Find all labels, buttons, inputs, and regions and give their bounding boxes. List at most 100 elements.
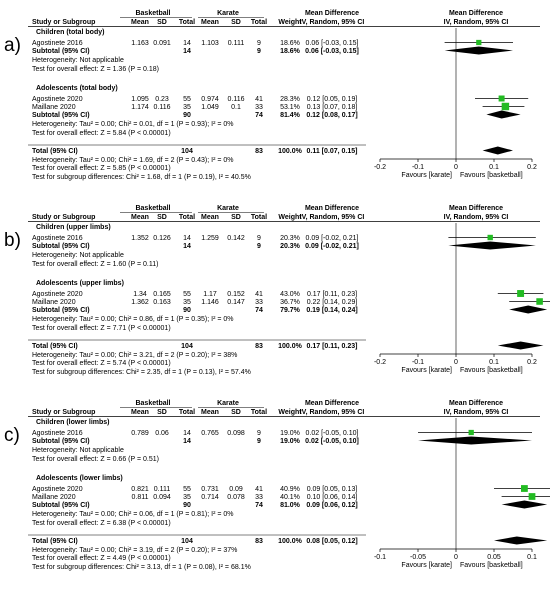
subtotal-diamond	[448, 241, 536, 250]
total-heterogeneity-text: Heterogeneity: Tau² = 0.00; Chi² = 1.69,…	[32, 157, 234, 164]
study-name: Maillane 2020	[32, 299, 76, 306]
overall-effect-test: Test for overall effect: Z = 1.60 (P = 0…	[32, 261, 158, 268]
subtotal-label: Subtotal (95% CI)	[32, 502, 90, 509]
subtotal-total2: 9	[257, 48, 261, 55]
total-label: Total (95% CI)	[32, 538, 78, 545]
ci-value: 0.10 [0.06, 0.14]	[307, 494, 358, 501]
heterogeneity-text: Heterogeneity: Not applicable	[32, 57, 124, 64]
total1-value: 35	[183, 104, 191, 111]
x-tick-label: 0	[454, 554, 458, 561]
mean1-value: 0.811	[132, 494, 149, 501]
total-weight: 100.0%	[278, 148, 303, 155]
subtotal-diamond	[486, 110, 521, 119]
total2-value: 9	[257, 430, 261, 437]
total-overall-effect-test: Test for overall effect: Z = 5.74 (P < 0…	[32, 360, 171, 367]
group2-header: Karate	[217, 400, 239, 407]
ci-value: 0.12 [0.05, 0.19]	[307, 96, 358, 103]
total1-column-header: Total	[179, 214, 195, 221]
total-weight: 100.0%	[278, 538, 303, 545]
md-header: Mean Difference	[305, 10, 359, 17]
subtotal-total1: 14	[183, 438, 191, 445]
subtotal-diamond	[501, 500, 548, 509]
x-tick-label: 0.2	[527, 164, 537, 171]
plot-header: Mean Difference	[449, 205, 503, 212]
forest-panel-3: c) Basketball Karate Mean Difference Mean Di…	[4, 400, 550, 571]
subtotal-total2: 74	[255, 502, 263, 509]
total-label: Total (95% CI)	[32, 343, 78, 350]
x-tick-label: 0.1	[489, 164, 499, 171]
mean1-value: 0.821	[131, 486, 149, 493]
subgroup-title: Children (lower limbs)	[36, 419, 110, 426]
total2-column-header: Total	[251, 19, 267, 26]
total-weight: 100.0%	[278, 343, 303, 350]
total-total1: 104	[181, 538, 193, 545]
forest-plot-area: -0.1 -0.05 0 0.05 0.1 Favours [karate] Favours…	[374, 418, 550, 569]
total2-value: 9	[257, 40, 261, 47]
sd2-column-header: SD	[231, 409, 241, 416]
subtotal-weight: 81.4%	[280, 112, 301, 119]
sd2-value: 0.098	[227, 430, 245, 437]
sd1-value: 0.094	[153, 494, 171, 501]
subtotal-total2: 9	[257, 438, 261, 445]
sd2-value: 0.116	[228, 96, 245, 103]
study-name: Agostinete 2020	[32, 96, 83, 103]
study-estimate-square	[476, 39, 482, 46]
total-total2: 83	[255, 148, 263, 155]
subtotal-weight: 19.0%	[280, 438, 301, 445]
favours-left-label: Favours [karate]	[401, 172, 452, 179]
sd2-value: 0.078	[227, 494, 245, 501]
mean1-value: 0.789	[131, 430, 149, 437]
subtotal-label: Subtotal (95% CI)	[32, 438, 90, 445]
favours-right-label: Favours [basketball]	[460, 562, 523, 569]
x-tick-label: 0	[454, 164, 458, 171]
subgroup-differences-test: Test for subgroup differences: Chi² = 2.…	[32, 369, 251, 376]
mean1-column-header: Mean	[131, 214, 149, 221]
group1-header: Basketball	[135, 10, 170, 17]
x-tick-label: -0.1	[412, 359, 424, 366]
weight-value: 43.0%	[280, 291, 300, 298]
group2-header: Karate	[217, 205, 239, 212]
subtotal-ci: 0.09 [0.06, 0.12]	[306, 502, 357, 509]
weight-column-header: Weight	[278, 19, 302, 26]
total-ci: 0.11 [0.07, 0.15]	[307, 148, 358, 155]
sd1-value: 0.111	[154, 486, 171, 493]
subtotal-weight: 81.0%	[280, 502, 301, 509]
weight-value: 53.1%	[280, 104, 300, 111]
group1-header: Basketball	[135, 400, 170, 407]
weight-value: 18.6%	[280, 40, 300, 47]
sd1-value: 0.163	[153, 299, 171, 306]
mean1-value: 1.174	[131, 104, 149, 111]
md-method-header: IV, Random, 95% CI	[300, 214, 365, 221]
total-total1: 104	[181, 343, 193, 350]
forest-panel-1: a) Basketball Karate Mean Difference Mean Di…	[4, 10, 540, 181]
ci-value: 0.09 [-0.02, 0.21]	[306, 235, 359, 242]
mean1-value: 1.362	[131, 299, 149, 306]
md-header: Mean Difference	[305, 400, 359, 407]
forest-panel-2: b) Basketball Karate Mean Difference Mean Di…	[4, 205, 550, 376]
total-heterogeneity-text: Heterogeneity: Tau² = 0.00; Chi² = 3.21,…	[32, 352, 237, 359]
total-total2: 83	[255, 343, 263, 350]
subtotal-total1: 14	[183, 243, 191, 250]
mean1-column-header: Mean	[131, 19, 149, 26]
x-tick-label: 0.05	[487, 554, 501, 561]
subtotal-label: Subtotal (95% CI)	[32, 48, 90, 55]
ci-value: 0.17 [0.11, 0.23]	[307, 291, 357, 298]
total1-column-header: Total	[179, 19, 195, 26]
weight-value: 19.0%	[280, 430, 300, 437]
subtotal-total2: 74	[255, 112, 263, 119]
study-name: Maillane 2020	[32, 494, 76, 501]
subtotal-total1: 14	[183, 48, 191, 55]
md-method-header: IV, Random, 95% CI	[300, 19, 365, 26]
mean2-value: 0.765	[201, 430, 219, 437]
x-tick-label: -0.1	[412, 164, 424, 171]
subtotal-ci: 0.02 [-0.05, 0.10]	[305, 438, 359, 445]
sd2-value: 0.09	[229, 486, 243, 493]
x-tick-label: -0.05	[410, 554, 426, 561]
subtotal-total2: 74	[255, 307, 263, 314]
plot-header: Mean Difference	[449, 10, 503, 17]
heterogeneity-text: Heterogeneity: Tau² = 0.00; Chi² = 0.01,…	[32, 121, 234, 128]
total2-value: 33	[255, 104, 263, 111]
total2-value: 33	[255, 494, 263, 501]
overall-effect-test: Test for overall effect: Z = 5.84 (P < 0…	[32, 130, 171, 137]
